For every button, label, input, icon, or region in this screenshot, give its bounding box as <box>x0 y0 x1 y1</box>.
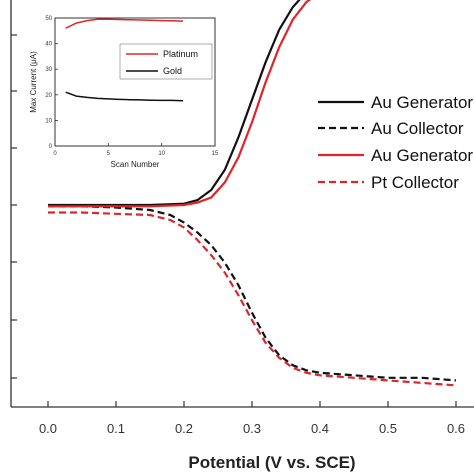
main-xtick-label-6: 0.6 <box>447 421 465 436</box>
main-series-line-3 <box>48 211 457 387</box>
main-xtick-labels: 0.0 0.1 0.2 0.3 0.4 0.5 0.6 <box>39 421 465 436</box>
inset-ytick-label-5: 50 <box>45 16 52 22</box>
inset-xtick-label-0: 0 <box>53 151 57 157</box>
inset-series-line-1 <box>65 91 184 102</box>
inset-frame <box>54 17 216 147</box>
inset-xtick-label-1: 5 <box>107 151 111 157</box>
main-ticks <box>11 34 457 407</box>
main-legend-label-0: Au Generator <box>371 93 473 112</box>
inset-ytick-label-2: 20 <box>45 93 52 99</box>
inset-ytick-label-0: 0 <box>49 144 53 150</box>
main-xtick-label-1: 0.1 <box>107 421 125 436</box>
main-xtick-label-0: 0.0 <box>39 421 57 436</box>
inset-xtick-label-2: 10 <box>158 151 165 157</box>
inset-series-line-0 <box>65 18 184 29</box>
inset-ticks: 0 5 10 15 0 10 20 30 40 50 <box>45 16 219 157</box>
main-series-line-2 <box>48 0 312 208</box>
inset-legend: Platinum Gold <box>126 49 198 76</box>
inset-ytick-label-4: 40 <box>45 42 52 48</box>
inset-xtick-label-3: 15 <box>212 151 219 157</box>
main-x-axis-label: Potential (V vs. SCE) <box>188 453 355 472</box>
main-legend-label-2: Au Generator <box>371 146 473 165</box>
inset-y-axis-label: Max Current (μA) <box>29 51 38 113</box>
inset-legend-label-1: Gold <box>163 66 182 76</box>
main-xtick-label-5: 0.5 <box>379 421 397 436</box>
main-xtick-label-3: 0.3 <box>243 421 261 436</box>
main-series-line-1 <box>48 205 457 382</box>
main-xtick-label-4: 0.4 <box>311 421 329 436</box>
inset-ytick-label-3: 30 <box>45 67 52 73</box>
inset-x-axis-label: Scan Number <box>111 160 160 169</box>
main-legend-label-1: Au Collector <box>371 119 464 138</box>
main-xtick-label-2: 0.2 <box>175 421 193 436</box>
main-legend-label-3: Pt Collector <box>371 173 459 192</box>
inset-legend-label-0: Platinum <box>163 49 198 59</box>
main-series-line-0 <box>48 0 301 207</box>
main-series <box>48 0 457 387</box>
main-legend: Au Generator Au Collector Au Generator Pt C… <box>318 93 473 192</box>
inset-legend-box <box>119 43 213 80</box>
inset-chart: 0 5 10 15 0 10 20 30 40 50 Platinum Gold Scan Numb… <box>29 16 219 169</box>
inset-ytick-label-1: 10 <box>45 118 52 124</box>
inset-series <box>65 18 184 102</box>
